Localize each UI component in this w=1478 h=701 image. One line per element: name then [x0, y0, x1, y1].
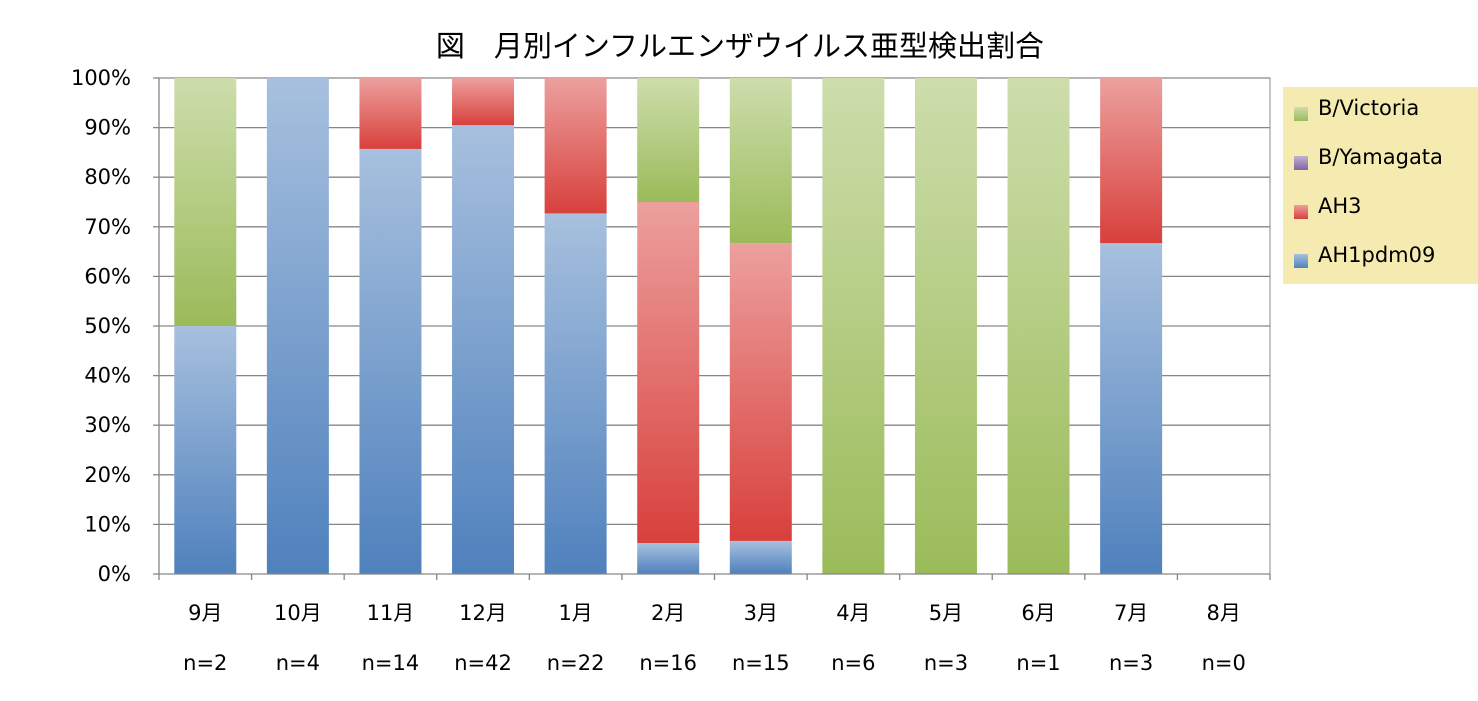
bar-segment: [544, 78, 607, 214]
bar-segment: [1007, 78, 1070, 574]
y-tick-label: 100%: [71, 66, 131, 90]
category-label: 4月: [836, 601, 870, 625]
legend: B/Victoria B/Yamagata AH3 AH1pdm09: [1283, 87, 1478, 284]
legend-label: AH3: [1318, 194, 1362, 218]
bar-segment: [637, 202, 700, 543]
sample-size-label: n=4: [276, 651, 320, 675]
legend-label: B/Victoria: [1318, 96, 1419, 120]
y-tick-label: 90%: [84, 116, 131, 140]
bar-segment: [822, 78, 885, 574]
sample-size-label: n=2: [183, 651, 227, 675]
x-category-labels: 9月 n=2 10月 n=4 11月 n=14 12月 n=42 1月 n=22 2月 n=16 3月 n…: [183, 601, 1246, 675]
legend-swatch: [1294, 107, 1308, 121]
bar-segment: [359, 78, 422, 149]
category-label: 1月: [558, 601, 592, 625]
sample-size-label: n=6: [831, 651, 875, 675]
legend-box: [1283, 87, 1478, 284]
category-label: 6月: [1021, 601, 1055, 625]
sample-size-label: n=3: [924, 651, 968, 675]
y-tick-label: 0%: [98, 562, 131, 586]
bar-segment: [637, 543, 700, 574]
bar-segment: [544, 213, 607, 574]
category-label: 9月: [188, 601, 222, 625]
sample-size-label: n=1: [1016, 651, 1060, 675]
bar-segment: [1100, 78, 1163, 244]
bar-segment: [174, 326, 237, 574]
bar-segment: [359, 148, 422, 575]
bar-segment: [729, 78, 792, 244]
legend-label: B/Yamagata: [1318, 145, 1443, 169]
legend-label: AH1pdm09: [1318, 243, 1435, 267]
category-label: 8月: [1207, 601, 1241, 625]
sample-size-label: n=22: [547, 651, 605, 675]
y-tick-label: 40%: [84, 364, 131, 388]
sample-size-label: n=15: [732, 651, 790, 675]
y-tick-label: 20%: [84, 463, 131, 487]
bar-segment: [452, 78, 515, 126]
bar-segment: [174, 78, 237, 326]
category-label: 7月: [1114, 601, 1148, 625]
bar-segment: [637, 78, 700, 202]
y-tick-label: 60%: [84, 264, 131, 288]
bar-segment: [266, 78, 329, 574]
sample-size-label: n=0: [1202, 651, 1246, 675]
sample-size-label: n=14: [362, 651, 420, 675]
sample-size-label: n=42: [454, 651, 512, 675]
bar-segment: [1100, 243, 1163, 574]
bar-segment: [914, 78, 977, 574]
category-label: 5月: [929, 601, 963, 625]
legend-swatch: [1294, 156, 1308, 170]
bar-segment: [729, 243, 792, 541]
y-tick-label: 50%: [84, 314, 131, 338]
category-label: 10月: [274, 601, 322, 625]
y-tick-label: 80%: [84, 165, 131, 189]
y-tick-label: 70%: [84, 215, 131, 239]
legend-swatch: [1294, 254, 1308, 268]
y-tick-labels: 0% 10% 20% 30% 40% 50% 60% 70% 80% 90% 100%: [71, 66, 131, 586]
category-label: 11月: [367, 601, 415, 625]
legend-swatch: [1294, 205, 1308, 219]
category-label: 12月: [459, 601, 507, 625]
bar-segment: [729, 540, 792, 574]
gridlines: [159, 77, 1270, 526]
sample-size-label: n=3: [1109, 651, 1153, 675]
bar-segment: [452, 125, 515, 575]
axes: [153, 77, 1271, 580]
bars: [174, 78, 1163, 575]
category-label: 2月: [651, 601, 685, 625]
category-label: 3月: [744, 601, 778, 625]
y-tick-label: 10%: [84, 512, 131, 536]
sample-size-label: n=16: [639, 651, 697, 675]
y-tick-label: 30%: [84, 413, 131, 437]
chart-title: 図 月別インフルエンザウイルス亜型検出割合: [436, 29, 1044, 63]
